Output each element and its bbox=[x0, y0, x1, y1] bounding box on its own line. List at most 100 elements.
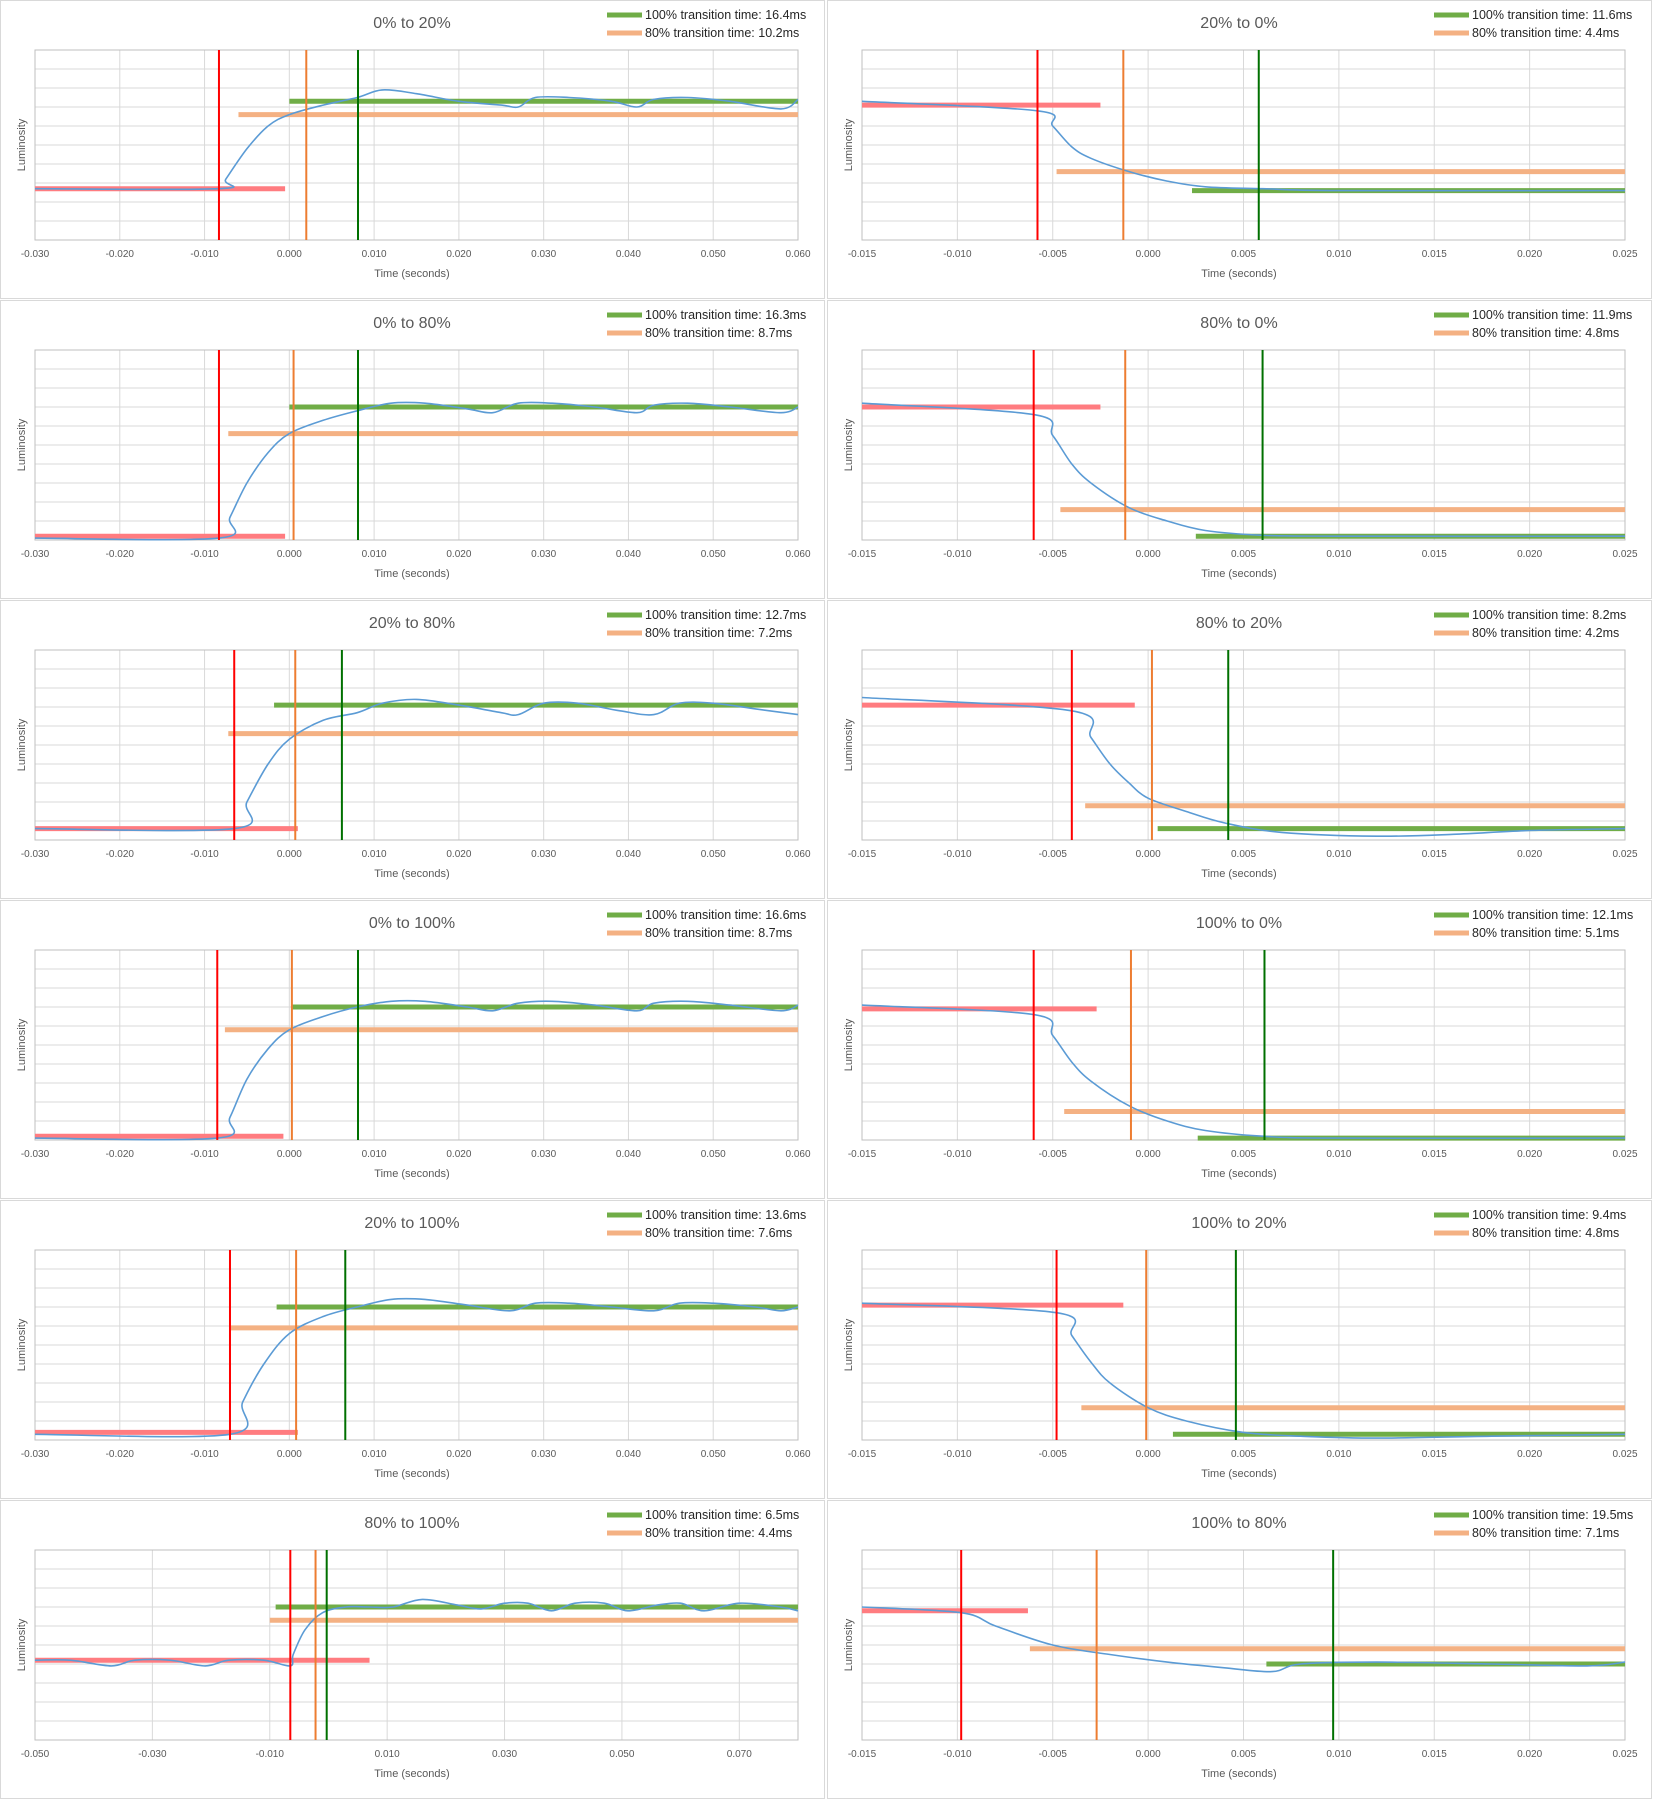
x-tick-label: 0.010 bbox=[362, 549, 387, 560]
chart-panel-1: -0.030 -0.020 -0.010 0.000 0.010 0.020 0.030 0.… bbox=[0, 0, 825, 299]
x-tick-label: 0.015 bbox=[1422, 849, 1447, 860]
x-tick-label: -0.005 bbox=[1039, 849, 1068, 860]
x-tick-label: -0.010 bbox=[190, 249, 219, 260]
plot-frame bbox=[34, 349, 799, 541]
chart-panel-8: -0.015 -0.010 -0.005 0.000 0.005 0.010 0.015 0.… bbox=[827, 900, 1652, 1199]
chart-title: 80% to 0% bbox=[1200, 315, 1277, 332]
x-tick-label: -0.015 bbox=[848, 1449, 877, 1460]
x-tick-label: 0.010 bbox=[362, 249, 387, 260]
x-tick-label: 0.020 bbox=[446, 1149, 471, 1160]
x-tick-label: 0.020 bbox=[446, 249, 471, 260]
x-axis-label: Time (seconds) bbox=[374, 1768, 449, 1780]
x-tick-label: -0.010 bbox=[190, 1149, 219, 1160]
chart-panel-10: -0.015 -0.010 -0.005 0.000 0.005 0.010 0.015 0.… bbox=[827, 1200, 1652, 1499]
luminosity-series-line bbox=[34, 1598, 799, 1667]
y-axis-label: Luminosity bbox=[843, 418, 855, 471]
y-axis-label: Luminosity bbox=[16, 1618, 28, 1671]
x-tick-label: 0.000 bbox=[1136, 849, 1161, 860]
x-tick-label: 0.000 bbox=[277, 549, 302, 560]
chart-border bbox=[0, 1500, 825, 1799]
chart-title: 100% to 80% bbox=[1191, 1515, 1286, 1532]
y-axis-label: Luminosity bbox=[843, 118, 855, 171]
x-tick-label: 0.005 bbox=[1231, 549, 1256, 560]
y-axis-label: Luminosity bbox=[843, 1018, 855, 1071]
x-tick-label: -0.030 bbox=[21, 1149, 50, 1160]
chart-title: 0% to 100% bbox=[369, 915, 455, 932]
legend-label: 100% transition time: 9.4ms bbox=[1472, 1208, 1626, 1222]
x-tick-label: -0.015 bbox=[848, 1149, 877, 1160]
chart-svg: -0.030 -0.020 -0.010 0.000 0.010 0.020 0.030 0.… bbox=[0, 0, 825, 299]
x-tick-label: 0.030 bbox=[531, 549, 556, 560]
luminosity-series-line bbox=[861, 100, 1626, 192]
x-tick-label: 0.050 bbox=[701, 1449, 726, 1460]
x-tick-label: 0.015 bbox=[1422, 549, 1447, 560]
x-axis-label: Time (seconds) bbox=[1201, 1468, 1276, 1480]
x-tick-label: 0.005 bbox=[1231, 1449, 1256, 1460]
x-tick-label: 0.030 bbox=[531, 249, 556, 260]
x-tick-label: -0.010 bbox=[256, 1749, 285, 1760]
chart-panel-4: -0.015 -0.010 -0.005 0.000 0.005 0.010 0.015 0.… bbox=[827, 300, 1652, 599]
y-axis-label: Luminosity bbox=[843, 718, 855, 771]
x-tick-label: 0.025 bbox=[1612, 1449, 1637, 1460]
x-tick-label: -0.020 bbox=[106, 1149, 135, 1160]
x-tick-label: -0.005 bbox=[1039, 549, 1068, 560]
legend-label: 100% transition time: 12.1ms bbox=[1472, 908, 1633, 922]
legend-label: 100% transition time: 8.2ms bbox=[1472, 608, 1626, 622]
x-tick-label: 0.030 bbox=[531, 1149, 556, 1160]
x-axis-label: Time (seconds) bbox=[374, 568, 449, 580]
legend-label: 100% transition time: 16.3ms bbox=[645, 308, 806, 322]
x-tick-label: 0.025 bbox=[1612, 1749, 1637, 1760]
x-axis-label: Time (seconds) bbox=[374, 1468, 449, 1480]
x-tick-label: 0.000 bbox=[1136, 1449, 1161, 1460]
x-tick-label: 0.000 bbox=[277, 249, 302, 260]
chart-panel-7: -0.030 -0.020 -0.010 0.000 0.010 0.020 0.030 0.… bbox=[0, 900, 825, 1199]
chart-svg: -0.015 -0.010 -0.005 0.000 0.005 0.010 0.015 0.… bbox=[827, 1200, 1652, 1499]
chart-title: 100% to 20% bbox=[1191, 1215, 1286, 1232]
legend-label: 100% transition time: 16.6ms bbox=[645, 908, 806, 922]
x-axis-label: Time (seconds) bbox=[1201, 568, 1276, 580]
luminosity-series-line bbox=[34, 999, 799, 1141]
chart-panel-12: -0.015 -0.010 -0.005 0.000 0.005 0.010 0.015 0.… bbox=[827, 1500, 1652, 1799]
x-axis-label: Time (seconds) bbox=[1201, 1168, 1276, 1180]
x-tick-label: -0.010 bbox=[190, 549, 219, 560]
x-tick-label: 0.030 bbox=[492, 1749, 517, 1760]
x-tick-label: 0.060 bbox=[785, 1449, 810, 1460]
x-tick-label: 0.060 bbox=[785, 1149, 810, 1160]
x-tick-label: 0.060 bbox=[785, 849, 810, 860]
x-tick-label: 0.020 bbox=[446, 549, 471, 560]
x-tick-label: -0.010 bbox=[190, 1449, 219, 1460]
chart-svg: -0.030 -0.020 -0.010 0.000 0.010 0.020 0.030 0.… bbox=[0, 1200, 825, 1499]
x-tick-label: 0.040 bbox=[616, 549, 641, 560]
x-tick-label: 0.010 bbox=[1326, 549, 1351, 560]
x-tick-label: 0.010 bbox=[362, 1149, 387, 1160]
x-tick-label: 0.000 bbox=[277, 849, 302, 860]
plot-frame bbox=[861, 649, 1626, 841]
x-tick-label: 0.060 bbox=[785, 249, 810, 260]
plot-frame bbox=[861, 1249, 1626, 1441]
x-tick-label: -0.010 bbox=[943, 1449, 972, 1460]
chart-svg: -0.015 -0.010 -0.005 0.000 0.005 0.010 0.015 0.… bbox=[827, 1500, 1652, 1799]
legend-label: 100% transition time: 13.6ms bbox=[645, 1208, 806, 1222]
y-axis-label: Luminosity bbox=[16, 118, 28, 171]
x-tick-label: -0.005 bbox=[1039, 249, 1068, 260]
chart-title: 0% to 20% bbox=[373, 15, 450, 32]
luminosity-series-line bbox=[861, 696, 1626, 838]
x-tick-label: 0.005 bbox=[1231, 849, 1256, 860]
luminosity-series-line bbox=[34, 698, 799, 832]
x-tick-label: -0.005 bbox=[1039, 1749, 1068, 1760]
x-tick-label: 0.010 bbox=[1326, 1149, 1351, 1160]
x-tick-label: 0.020 bbox=[1517, 849, 1542, 860]
luminosity-series-line bbox=[34, 89, 799, 191]
legend-label: 100% transition time: 6.5ms bbox=[645, 1508, 799, 1522]
luminosity-series-line bbox=[34, 401, 799, 541]
luminosity-series-line bbox=[34, 1297, 799, 1438]
x-tick-label: 0.025 bbox=[1612, 549, 1637, 560]
x-tick-label: 0.015 bbox=[1422, 1149, 1447, 1160]
legend-label: 100% transition time: 12.7ms bbox=[645, 608, 806, 622]
x-tick-label: 0.000 bbox=[277, 1449, 302, 1460]
legend-label: 80% transition time: 4.8ms bbox=[1472, 1226, 1619, 1240]
chart-svg: -0.050 -0.030 -0.010 0.010 0.030 0.050 0.070 80… bbox=[0, 1500, 825, 1799]
legend-label: 80% transition time: 7.1ms bbox=[1472, 1526, 1619, 1540]
x-tick-label: -0.015 bbox=[848, 549, 877, 560]
x-tick-label: -0.015 bbox=[848, 849, 877, 860]
